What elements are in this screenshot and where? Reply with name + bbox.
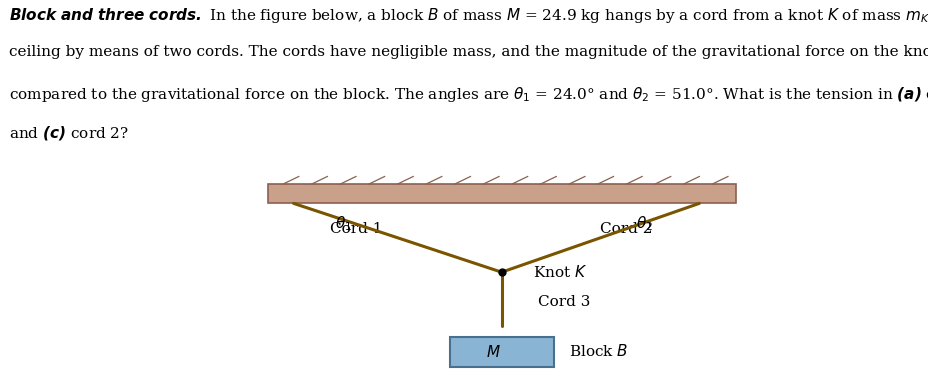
Text: compared to the gravitational force on the block. The angles are $\theta_1$ = 24: compared to the gravitational force on t…	[9, 85, 928, 104]
Text: Cord 2: Cord 2	[599, 222, 652, 236]
Text: Knot $K$: Knot $K$	[533, 264, 586, 280]
Bar	[267, 184, 735, 204]
Text: Cord 1: Cord 1	[329, 222, 381, 236]
Text: $\bfit{Block\ and\ three\ cords.}$ In the figure below, a block $\mathit{B}$ of : $\bfit{Block\ and\ three\ cords.}$ In th…	[9, 5, 928, 25]
Text: Block $B$: Block $B$	[569, 343, 628, 359]
Text: $\theta_1$: $\theta_1$	[335, 214, 352, 233]
Text: $M$: $M$	[486, 344, 501, 360]
Text: and $\bfit{(c)}$ cord 2?: and $\bfit{(c)}$ cord 2?	[9, 124, 129, 142]
Text: Cord 3: Cord 3	[537, 295, 590, 309]
Text: $\theta_2$: $\theta_2$	[635, 214, 651, 233]
Bar	[449, 337, 553, 367]
Text: ceiling by means of two cords. The cords have negligible mass, and the magnitude: ceiling by means of two cords. The cords…	[9, 45, 928, 59]
